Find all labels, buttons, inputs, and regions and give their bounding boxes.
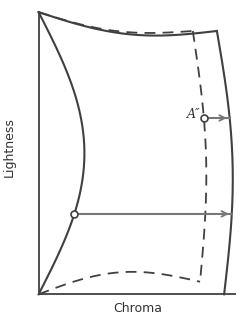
Text: Lightness: Lightness xyxy=(3,117,16,177)
Text: Chroma: Chroma xyxy=(112,302,161,315)
Text: A″: A″ xyxy=(186,108,200,121)
